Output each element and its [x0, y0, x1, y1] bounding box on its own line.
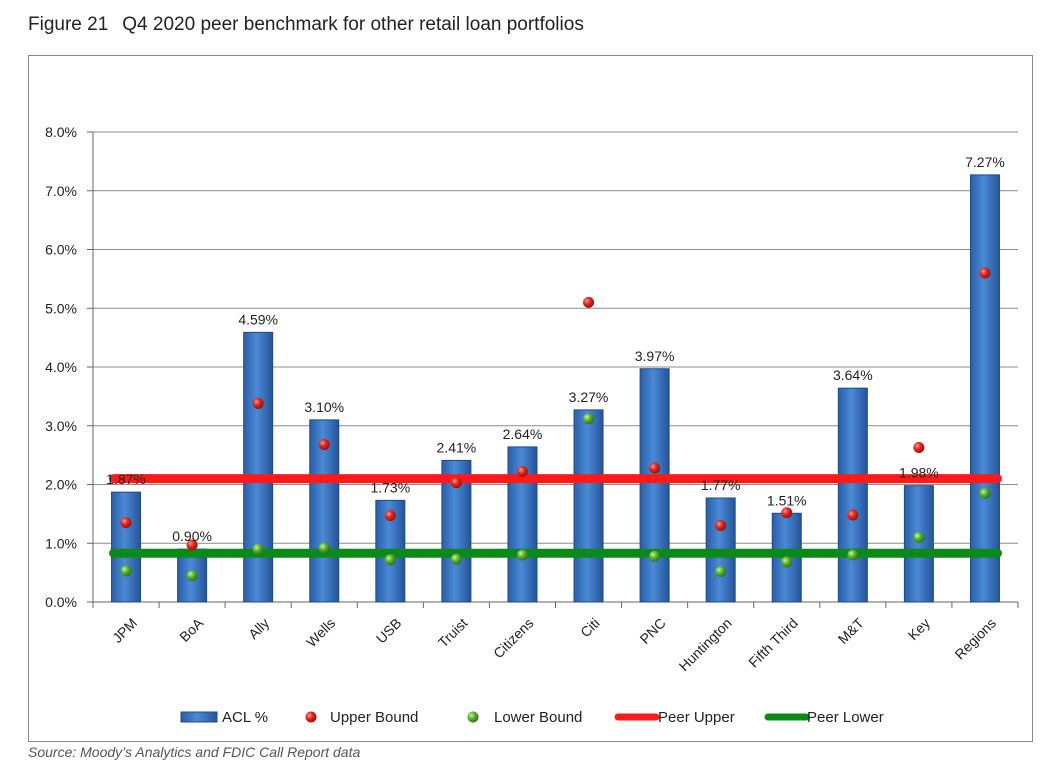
x-tick-label: JPM: [109, 615, 140, 646]
x-tick-label: PNC: [637, 615, 669, 647]
x-tick-label: USB: [373, 615, 405, 647]
data-label: 3.97%: [635, 348, 675, 364]
upper-bound-point: [979, 267, 991, 279]
x-tick-label: Truist: [435, 615, 471, 651]
lower-bound-point: [186, 570, 198, 582]
lower-bound-point: [979, 487, 991, 499]
figure-title: Figure 21 Q4 2020 peer benchmark for othe…: [28, 14, 584, 36]
x-tick-label: Huntington: [676, 615, 735, 674]
data-label: 1.73%: [370, 479, 410, 495]
x-tick-label: Key: [905, 615, 933, 643]
lower-bound-point: [715, 565, 727, 577]
lower-bound-point: [583, 413, 595, 425]
legend-acl-swatch: [180, 711, 218, 723]
upper-bound-point: [649, 462, 661, 474]
upper-bound-point: [847, 509, 859, 521]
data-label: 2.64%: [503, 426, 543, 442]
bars-group: [111, 174, 1000, 603]
bar-regions: [969, 174, 1000, 603]
figure-title-text: Q4 2020 peer benchmark for other retail …: [122, 14, 584, 35]
bar-ally: [243, 331, 274, 603]
gridlines: [93, 131, 1018, 603]
lower-bound-point: [913, 531, 925, 543]
upper-bound-point: [781, 507, 793, 519]
legend-acl-label: ACL %: [222, 709, 268, 726]
upper-bound-point: [516, 466, 528, 478]
data-label: 0.90%: [172, 528, 212, 544]
y-tick-label: 7.0%: [45, 183, 77, 199]
data-label: 3.27%: [569, 389, 609, 405]
lower-bound-point: [318, 542, 330, 554]
y-tick-label: 5.0%: [45, 300, 77, 316]
x-tick-label: Ally: [245, 615, 272, 642]
lower-bound-point: [120, 565, 132, 577]
y-tick-label: 1.0%: [45, 535, 77, 551]
y-tick-label: 2.0%: [45, 477, 77, 493]
legend-lower-label: Lower Bound: [494, 709, 582, 726]
lower-bound-point: [252, 543, 264, 555]
source-note: Source: Moody’s Analytics and FDIC Call …: [28, 744, 361, 760]
x-tick-label: M&T: [835, 614, 868, 647]
y-tick-label: 6.0%: [45, 242, 77, 258]
lower-bound-point: [450, 553, 462, 565]
lower-bound-point: [516, 549, 528, 561]
lower-bound-point: [847, 549, 859, 561]
legend-lower-swatch: [467, 711, 479, 723]
data-label: 7.27%: [965, 154, 1005, 170]
data-label: 1.51%: [767, 492, 807, 508]
x-tick-label: Wells: [303, 615, 338, 650]
data-label: 2.41%: [437, 439, 477, 455]
figure-number: Figure 21: [28, 14, 109, 35]
y-tick-label: 8.0%: [45, 124, 77, 140]
data-label: 4.59%: [238, 311, 278, 327]
legend-peer-upper-label: Peer Upper: [658, 709, 735, 726]
upper-bound-point: [913, 441, 925, 453]
data-label: 3.64%: [833, 367, 873, 383]
data-label: 1.77%: [701, 477, 741, 493]
upper-bound-point: [318, 439, 330, 451]
bar-citi: [573, 409, 604, 603]
y-tick-label: 4.0%: [45, 359, 77, 375]
upper-bound-point: [450, 477, 462, 489]
x-axis: JPM BoA Ally Wells USB Truist Citizens Citi PNC H…: [92, 602, 1019, 674]
data-label: 1.87%: [106, 471, 146, 487]
upper-bound-point: [715, 520, 727, 532]
upper-bound-point: [583, 296, 595, 308]
bar-wells: [309, 419, 340, 603]
bar-m-t: [837, 387, 868, 603]
legend-upper-swatch: [305, 711, 317, 723]
lower-bound-point: [649, 550, 661, 562]
bar-pnc: [639, 368, 670, 603]
x-tick-label: Citizens: [490, 615, 537, 662]
upper-bound-point: [252, 397, 264, 409]
dots-group: [120, 267, 991, 582]
x-tick-label: Fifth Third: [745, 615, 801, 671]
data-label: 1.98%: [899, 465, 939, 481]
upper-bound-point: [186, 539, 198, 551]
lower-bound-point: [781, 556, 793, 568]
data-labels-group: 1.87% 0.90% 4.59% 3.10% 1.73% 2.41% 2.64% 3.27%…: [106, 154, 1005, 544]
legend: ACL % Upper Bound Lower Bound Peer Upper Pee…: [180, 709, 884, 726]
bar-jpm: [111, 491, 142, 603]
chart-frame: [28, 55, 1033, 742]
bar-key: [903, 485, 934, 603]
x-tick-label: Regions: [951, 615, 999, 663]
data-label: 3.10%: [304, 399, 344, 415]
legend-peer-lower-label: Peer Lower: [807, 709, 884, 726]
x-tick-label: BoA: [176, 614, 206, 644]
y-tick-label: 3.0%: [45, 418, 77, 434]
legend-upper-label: Upper Bound: [330, 709, 418, 726]
upper-bound-point: [384, 510, 396, 522]
upper-bound-point: [120, 517, 132, 529]
x-tick-label: Citi: [577, 615, 603, 641]
lower-bound-point: [384, 554, 396, 566]
y-tick-label: 0.0%: [45, 594, 77, 610]
